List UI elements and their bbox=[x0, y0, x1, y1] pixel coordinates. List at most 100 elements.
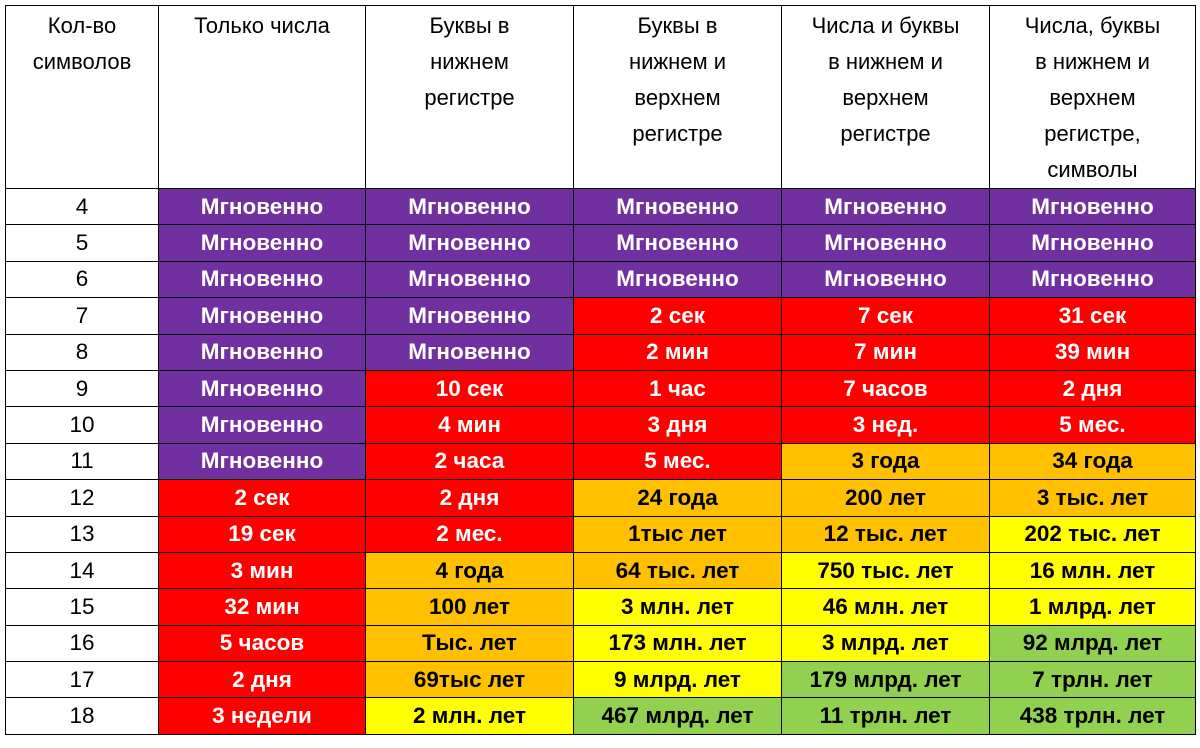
header-line: нижнем bbox=[430, 49, 509, 74]
table-row: 15 32 мин 100 лет 3 млн. лет 46 млн. лет 1 мл… bbox=[5, 588, 1196, 626]
table-header: Кол-во символов Только числа Буквы в нижнем р… bbox=[5, 5, 1196, 189]
header-line: Буквы в bbox=[429, 13, 510, 38]
header-line: регистре bbox=[632, 121, 723, 146]
crack-time-cell: Мгновенно bbox=[781, 187, 990, 226]
col-header-lowercase: Буквы в нижнем регистре bbox=[365, 5, 574, 189]
crack-time-cell: 24 года bbox=[573, 479, 782, 517]
header-line: Только числа bbox=[194, 13, 330, 38]
crack-time-cell: 2 сек bbox=[158, 479, 366, 517]
table-row: 18 3 недели 2 млн. лет 467 млрд. лет 11 трлн… bbox=[5, 697, 1196, 735]
col-header-length: Кол-во символов bbox=[5, 5, 159, 189]
crack-time-cell: Мгновенно bbox=[365, 260, 574, 299]
crack-time-cell: 12 тыс. лет bbox=[781, 515, 990, 553]
crack-time-cell: Мгновенно bbox=[158, 333, 366, 371]
header-line: верхнем bbox=[1049, 85, 1136, 110]
crack-time-cell: Тыс. лет bbox=[365, 624, 574, 663]
crack-time-cell: Мгновенно bbox=[365, 187, 574, 226]
crack-time-cell: 4 года bbox=[365, 551, 574, 590]
crack-time-cell: 92 млрд. лет bbox=[989, 624, 1196, 663]
crack-time-cell: 2 дня bbox=[989, 369, 1196, 408]
header-line: нижнем и bbox=[628, 49, 727, 74]
crack-time-cell: 7 часов bbox=[781, 369, 990, 408]
crack-time-cell: 31 сек bbox=[989, 297, 1196, 335]
crack-time-cell: 3 мин bbox=[158, 551, 366, 590]
table-row: 11 Мгновенно 2 часа 5 мес. 3 года 34 года bbox=[5, 442, 1196, 481]
crack-time-cell: 7 мин bbox=[781, 333, 990, 371]
crack-time-cell: 2 дня bbox=[158, 661, 366, 699]
table-row: 5 Мгновенно Мгновенно Мгновенно Мгновенно Мгн… bbox=[5, 224, 1196, 262]
header-line: Числа, буквы bbox=[1024, 13, 1161, 38]
crack-time-cell: 32 мин bbox=[158, 588, 366, 626]
crack-time-cell: 64 тыс. лет bbox=[573, 551, 782, 590]
table-row: 12 2 сек 2 дня 24 года 200 лет 3 тыс. лет bbox=[5, 479, 1196, 517]
table-row: 7 Мгновенно Мгновенно 2 сек 7 сек 31 сек bbox=[5, 297, 1196, 335]
char-count-cell: 18 bbox=[5, 697, 159, 735]
crack-time-cell: 3 нед. bbox=[781, 406, 990, 444]
header-line: Буквы в bbox=[637, 13, 718, 38]
table-row: 17 2 дня 69тыс лет 9 млрд. лет 179 млрд. лет… bbox=[5, 661, 1196, 699]
crack-time-cell: 3 млн. лет bbox=[573, 588, 782, 626]
crack-time-cell: 4 мин bbox=[365, 406, 574, 444]
crack-time-cell: 2 сек bbox=[573, 297, 782, 335]
header-line: в нижнем и bbox=[1035, 49, 1150, 74]
table-row: 9 Мгновенно 10 сек 1 час 7 часов 2 дня bbox=[5, 369, 1196, 408]
crack-time-cell: 1 млрд. лет bbox=[989, 588, 1196, 626]
char-count-cell: 17 bbox=[5, 661, 159, 699]
crack-time-cell: Мгновенно bbox=[573, 224, 782, 262]
crack-time-cell: Мгновенно bbox=[158, 442, 366, 481]
crack-time-cell: Мгновенно bbox=[365, 224, 574, 262]
table-row: 10 Мгновенно 4 мин 3 дня 3 нед. 5 мес. bbox=[5, 406, 1196, 444]
header-line: символы bbox=[1047, 157, 1138, 182]
crack-time-cell: 7 трлн. лет bbox=[989, 661, 1196, 699]
crack-time-cell: Мгновенно bbox=[158, 224, 366, 262]
char-count-cell: 8 bbox=[5, 333, 159, 371]
col-header-digits-mixed-case: Числа и буквы в нижнем и верхнем регистре bbox=[781, 5, 990, 189]
header-line: регистре bbox=[840, 121, 931, 146]
crack-time-cell: Мгновенно bbox=[158, 369, 366, 408]
crack-time-cell: 7 сек bbox=[781, 297, 990, 335]
crack-time-cell: 3 недели bbox=[158, 697, 366, 735]
crack-time-cell: Мгновенно bbox=[158, 187, 366, 226]
crack-time-cell: Мгновенно bbox=[781, 224, 990, 262]
header-line: регистре bbox=[424, 85, 515, 110]
crack-time-cell: 3 дня bbox=[573, 406, 782, 444]
crack-time-cell: 34 года bbox=[989, 442, 1196, 481]
crack-time-cell: 100 лет bbox=[365, 588, 574, 626]
crack-time-cell: 179 млрд. лет bbox=[781, 661, 990, 699]
crack-time-cell: Мгновенно bbox=[573, 260, 782, 299]
crack-time-cell: Мгновенно bbox=[989, 224, 1196, 262]
header-line: Кол-во bbox=[47, 13, 117, 38]
char-count-cell: 12 bbox=[5, 479, 159, 517]
char-count-cell: 11 bbox=[5, 442, 159, 481]
header-line: регистре, bbox=[1044, 121, 1141, 146]
crack-time-cell: 2 часа bbox=[365, 442, 574, 481]
header-line: верхнем bbox=[842, 85, 929, 110]
crack-time-cell: 10 сек bbox=[365, 369, 574, 408]
crack-time-cell: Мгновенно bbox=[989, 187, 1196, 226]
crack-time-cell: 69тыс лет bbox=[365, 661, 574, 699]
crack-time-cell: Мгновенно bbox=[989, 260, 1196, 299]
char-count-cell: 5 bbox=[5, 224, 159, 262]
password-crack-time-table: Кол-во символов Только числа Буквы в нижнем р… bbox=[5, 5, 1196, 735]
crack-time-cell: 16 млн. лет bbox=[989, 551, 1196, 590]
char-count-cell: 7 bbox=[5, 297, 159, 335]
crack-time-cell: 3 года bbox=[781, 442, 990, 481]
crack-time-cell: 1 час bbox=[573, 369, 782, 408]
crack-time-cell: 467 млрд. лет bbox=[573, 697, 782, 735]
crack-time-cell: Мгновенно bbox=[573, 187, 782, 226]
crack-time-cell: 202 тыс. лет bbox=[989, 515, 1196, 553]
crack-time-cell: Мгновенно bbox=[158, 260, 366, 299]
crack-time-cell: Мгновенно bbox=[158, 297, 366, 335]
crack-time-cell: 11 трлн. лет bbox=[781, 697, 990, 735]
crack-time-cell: 200 лет bbox=[781, 479, 990, 517]
crack-time-cell: 438 трлн. лет bbox=[989, 697, 1196, 735]
crack-time-cell: 5 мес. bbox=[989, 406, 1196, 444]
table-row: 4 Мгновенно Мгновенно Мгновенно Мгновенно Мгн… bbox=[5, 187, 1196, 226]
char-count-cell: 10 bbox=[5, 406, 159, 444]
crack-time-cell: 3 тыс. лет bbox=[989, 479, 1196, 517]
header-line: символов bbox=[32, 49, 132, 74]
table-row: 14 3 мин 4 года 64 тыс. лет 750 тыс. лет 16 м… bbox=[5, 551, 1196, 590]
crack-time-cell: 750 тыс. лет bbox=[781, 551, 990, 590]
col-header-digits-only: Только числа bbox=[158, 5, 366, 189]
char-count-cell: 14 bbox=[5, 551, 159, 590]
